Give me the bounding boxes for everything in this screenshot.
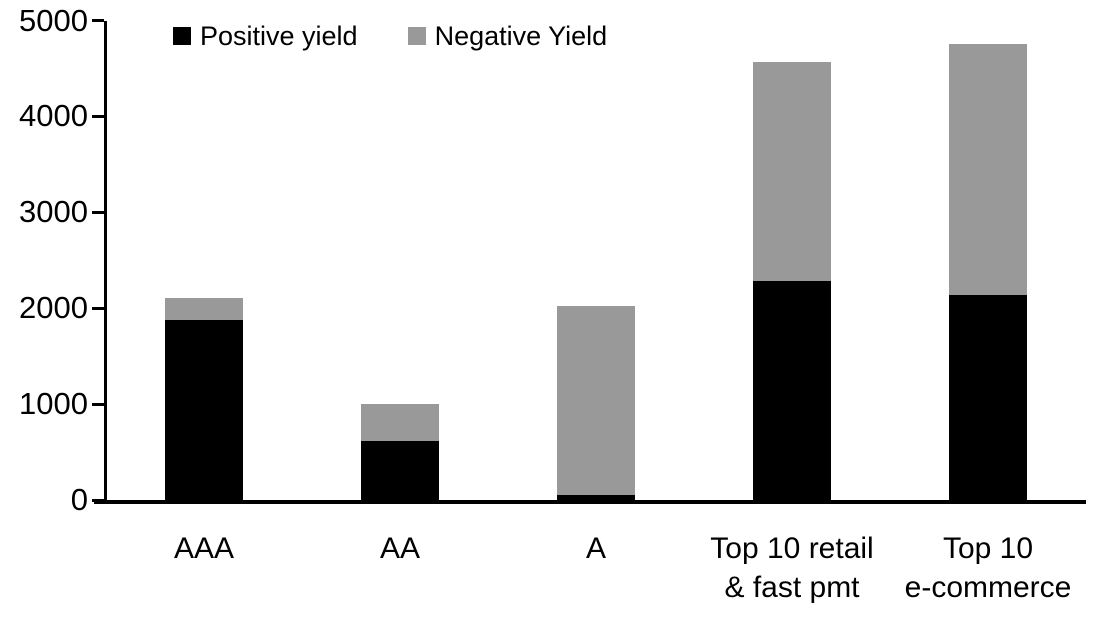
x-axis-category-label: AAA xyxy=(173,532,235,565)
y-axis-tick xyxy=(92,210,104,214)
x-axis-category-label: Top 10 xyxy=(942,532,1034,565)
y-axis-tick-label: 5000 xyxy=(19,2,88,38)
bar-segment-positive-yield xyxy=(557,495,635,500)
bar-segment-positive-yield xyxy=(949,294,1027,500)
bar-segment-negative-yield xyxy=(949,43,1027,295)
bar-segment-positive-yield xyxy=(361,440,439,500)
x-axis-category-label: AA xyxy=(379,532,421,565)
y-axis-tick xyxy=(92,498,104,502)
legend-item-negative-yield: Negative Yield xyxy=(407,19,608,53)
legend-item-positive-yield: Positive yield xyxy=(173,19,358,53)
bar-segment-positive-yield xyxy=(753,281,831,500)
legend-label-positive-yield: Positive yield xyxy=(200,21,358,51)
y-axis-tick-label: 4000 xyxy=(19,98,88,134)
y-axis-tick-label: 2000 xyxy=(19,290,88,326)
y-axis-tick-label: 3000 xyxy=(19,194,88,230)
y-axis-tick xyxy=(92,402,104,406)
y-axis-tick xyxy=(92,114,104,118)
x-axis-category-label: e-commerce xyxy=(904,571,1072,604)
y-axis-tick xyxy=(92,19,104,22)
y-axis-tick-label: 0 xyxy=(70,482,88,517)
bar-segment-negative-yield xyxy=(165,297,243,320)
bar-segment-positive-yield xyxy=(165,319,243,500)
legend: Positive yield Negative Yield xyxy=(173,19,607,53)
legend-swatch-positive-yield-icon xyxy=(173,27,191,45)
y-axis-line xyxy=(104,21,107,504)
bar-segment-negative-yield xyxy=(361,404,439,441)
bar-segment-negative-yield xyxy=(753,61,831,282)
x-axis-category-label: A xyxy=(585,532,606,565)
x-axis-category-label: & fast pmt xyxy=(724,571,860,604)
x-axis-line xyxy=(94,500,1086,504)
y-axis-tick xyxy=(92,306,104,310)
legend-swatch-negative-yield-icon xyxy=(407,27,426,45)
legend-label-negative-yield: Negative Yield xyxy=(434,21,608,51)
y-axis-tick-label: 1000 xyxy=(19,386,88,422)
bar-segment-negative-yield xyxy=(557,306,635,496)
x-axis-category-label: Top 10 retail xyxy=(710,532,874,565)
